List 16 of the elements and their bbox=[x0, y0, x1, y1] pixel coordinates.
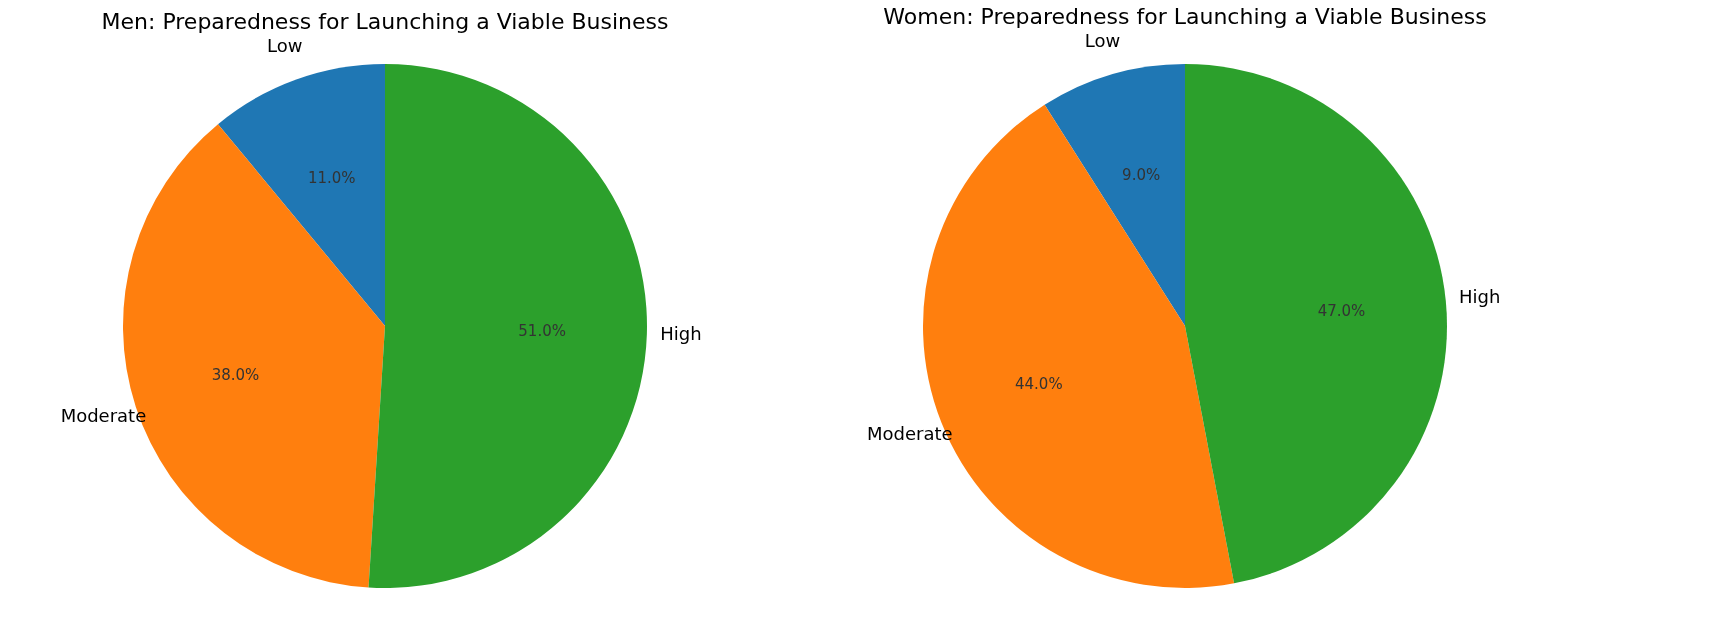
slice-label: High bbox=[1459, 286, 1501, 308]
data-label: 38.0% bbox=[211, 365, 260, 384]
chart-title: Women: Preparedness for Launching a Viable Business bbox=[883, 3, 1487, 29]
pie-slice bbox=[368, 64, 647, 588]
pie-slice bbox=[1044, 64, 1185, 326]
data-label: 44.0% bbox=[1015, 374, 1063, 393]
pie-slice bbox=[1185, 64, 1447, 584]
slice-label: High bbox=[660, 323, 702, 345]
data-label: 51.0% bbox=[518, 321, 566, 340]
slice-label: Low bbox=[1084, 29, 1121, 51]
slice-label: Low bbox=[266, 35, 303, 57]
chart-title: Men: Preparedness for Launching a Viable Business bbox=[101, 9, 669, 35]
data-label: 47.0% bbox=[1317, 302, 1366, 321]
data-label: 9.0% bbox=[1122, 166, 1161, 185]
pie-slice bbox=[218, 64, 385, 326]
data-label: 11.0% bbox=[307, 169, 356, 188]
